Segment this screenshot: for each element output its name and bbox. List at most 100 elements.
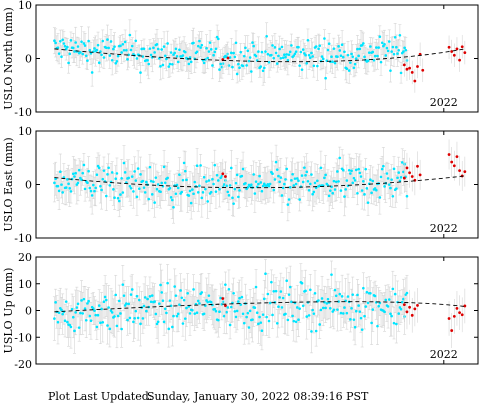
data-point xyxy=(279,176,283,179)
x-tick-label: 2022 xyxy=(430,222,458,235)
data-point xyxy=(290,300,293,304)
recent-point xyxy=(452,53,456,57)
data-point xyxy=(218,68,221,71)
data-point xyxy=(81,52,85,56)
data-point xyxy=(83,187,87,191)
data-point xyxy=(222,183,226,186)
data-point xyxy=(405,291,409,295)
y-tick-label: 10 xyxy=(18,0,32,12)
data-point xyxy=(371,308,375,311)
data-point xyxy=(395,187,398,190)
recent-point xyxy=(458,58,461,62)
data-point xyxy=(139,173,142,176)
data-point xyxy=(159,283,162,287)
data-point xyxy=(83,307,87,310)
data-point xyxy=(379,175,383,179)
data-point xyxy=(377,46,380,49)
data-point xyxy=(395,45,398,49)
data-point xyxy=(354,168,358,172)
recent-point xyxy=(416,304,419,307)
data-point xyxy=(110,311,114,314)
data-point xyxy=(365,290,369,294)
data-point xyxy=(61,312,64,316)
data-point xyxy=(318,44,322,48)
data-point xyxy=(206,56,209,60)
data-point xyxy=(290,44,293,47)
data-point xyxy=(120,51,123,54)
data-point xyxy=(171,198,174,202)
data-point xyxy=(142,47,146,51)
data-point xyxy=(148,47,152,50)
data-point xyxy=(385,46,389,50)
data-point xyxy=(399,176,403,179)
data-point xyxy=(403,46,406,50)
data-point xyxy=(304,289,307,293)
data-point xyxy=(80,178,83,182)
data-point xyxy=(162,320,166,324)
data-point xyxy=(336,308,339,311)
data-point xyxy=(237,62,240,66)
data-point xyxy=(354,309,358,313)
trend-line xyxy=(54,48,465,63)
data-point xyxy=(357,304,360,307)
data-point xyxy=(122,48,126,52)
data-point xyxy=(178,48,181,52)
data-point xyxy=(121,42,125,46)
data-point xyxy=(108,327,112,331)
data-point xyxy=(59,170,62,174)
data-point xyxy=(389,69,392,72)
plot-area xyxy=(52,19,467,93)
data-point xyxy=(192,288,195,291)
data-point xyxy=(330,273,333,276)
data-point xyxy=(349,61,352,64)
data-point xyxy=(353,325,357,329)
data-point xyxy=(57,311,61,315)
data-point xyxy=(321,306,325,310)
data-point xyxy=(262,297,266,301)
data-point xyxy=(291,172,294,176)
data-point xyxy=(215,173,219,177)
data-point xyxy=(235,72,239,76)
data-point xyxy=(307,53,311,57)
data-point xyxy=(84,318,88,322)
data-point xyxy=(66,320,69,324)
x-tick-label: 2022 xyxy=(430,348,458,361)
data-point xyxy=(275,62,279,65)
data-point xyxy=(126,58,129,61)
data-point xyxy=(333,288,337,292)
data-point xyxy=(346,53,350,57)
data-point xyxy=(92,183,95,187)
data-point xyxy=(195,164,199,168)
data-point xyxy=(183,169,187,173)
data-point xyxy=(84,54,88,58)
data-point xyxy=(353,179,357,182)
data-point xyxy=(286,58,290,62)
data-point xyxy=(311,55,314,58)
data-point xyxy=(133,316,136,320)
data-point xyxy=(251,318,254,321)
data-point xyxy=(119,193,122,196)
data-point xyxy=(291,314,294,318)
data-point xyxy=(148,165,152,169)
data-point xyxy=(150,193,154,196)
data-point xyxy=(208,41,212,44)
data-point xyxy=(127,302,130,306)
data-point xyxy=(201,191,205,194)
data-point xyxy=(90,194,94,197)
data-point xyxy=(104,298,108,302)
data-point xyxy=(68,52,72,56)
data-point xyxy=(310,330,313,333)
data-point xyxy=(319,166,323,170)
data-point xyxy=(102,300,106,303)
recent-point xyxy=(402,176,406,180)
data-point xyxy=(68,186,72,190)
data-point xyxy=(354,57,358,60)
data-point xyxy=(83,44,87,47)
data-point xyxy=(382,164,385,168)
data-point xyxy=(147,62,151,66)
data-point xyxy=(248,56,252,59)
data-point xyxy=(122,294,126,297)
data-point xyxy=(253,306,257,310)
recent-points xyxy=(221,34,467,93)
